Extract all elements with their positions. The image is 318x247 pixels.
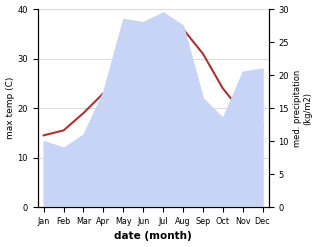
X-axis label: date (month): date (month)	[114, 231, 192, 242]
Y-axis label: max temp (C): max temp (C)	[5, 77, 15, 139]
Y-axis label: med. precipitation
(kg/m2): med. precipitation (kg/m2)	[293, 69, 313, 147]
